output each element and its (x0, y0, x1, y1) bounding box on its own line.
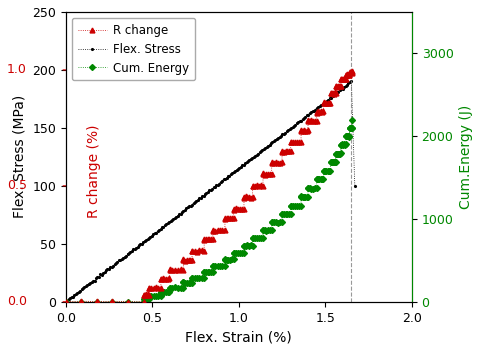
Line: R change: R change (63, 68, 355, 304)
Cum. Energy (241, 244, 247, 248)
Flex. Stress (325, 98, 331, 102)
Flex. Stress (218, 179, 224, 184)
Text: 0.0: 0.0 (7, 295, 27, 308)
Cum. Energy (161, 290, 167, 294)
R change (260, 171, 266, 175)
Cum. Energy (260, 228, 266, 232)
Legend: R change, Flex. Stress, Cum. Energy: R change, Flex. Stress, Cum. Energy (72, 18, 195, 80)
Line: Flex. Stress: Flex. Stress (64, 79, 357, 303)
Cum. Energy (210, 264, 216, 269)
R change (161, 277, 167, 282)
Cum. Energy (63, 300, 69, 304)
Flex. Stress (183, 206, 189, 210)
Flex. Stress (168, 219, 173, 224)
Flex. Stress (352, 184, 358, 188)
X-axis label: Flex. Strain (%): Flex. Strain (%) (185, 330, 292, 344)
R change (63, 300, 69, 304)
Cum. Energy (167, 285, 172, 290)
R change (167, 267, 172, 272)
Cum. Energy (63, 300, 69, 304)
Cum. Energy (349, 118, 355, 122)
Y-axis label: Cum.Energy (J): Cum.Energy (J) (459, 105, 473, 209)
Text: R change (%): R change (%) (86, 125, 100, 218)
Text: 0.5: 0.5 (7, 179, 27, 192)
Text: 1.0: 1.0 (7, 64, 27, 77)
Flex. Stress (64, 298, 70, 303)
R change (349, 69, 355, 73)
Line: Cum. Energy: Cum. Energy (64, 118, 354, 304)
Flex. Stress (89, 280, 95, 284)
Flex. Stress (348, 79, 354, 83)
R change (63, 300, 69, 304)
R change (210, 229, 216, 233)
Flex. Stress (63, 299, 69, 303)
Y-axis label: Flex. Stress (MPa): Flex. Stress (MPa) (12, 95, 27, 218)
R change (241, 196, 247, 200)
